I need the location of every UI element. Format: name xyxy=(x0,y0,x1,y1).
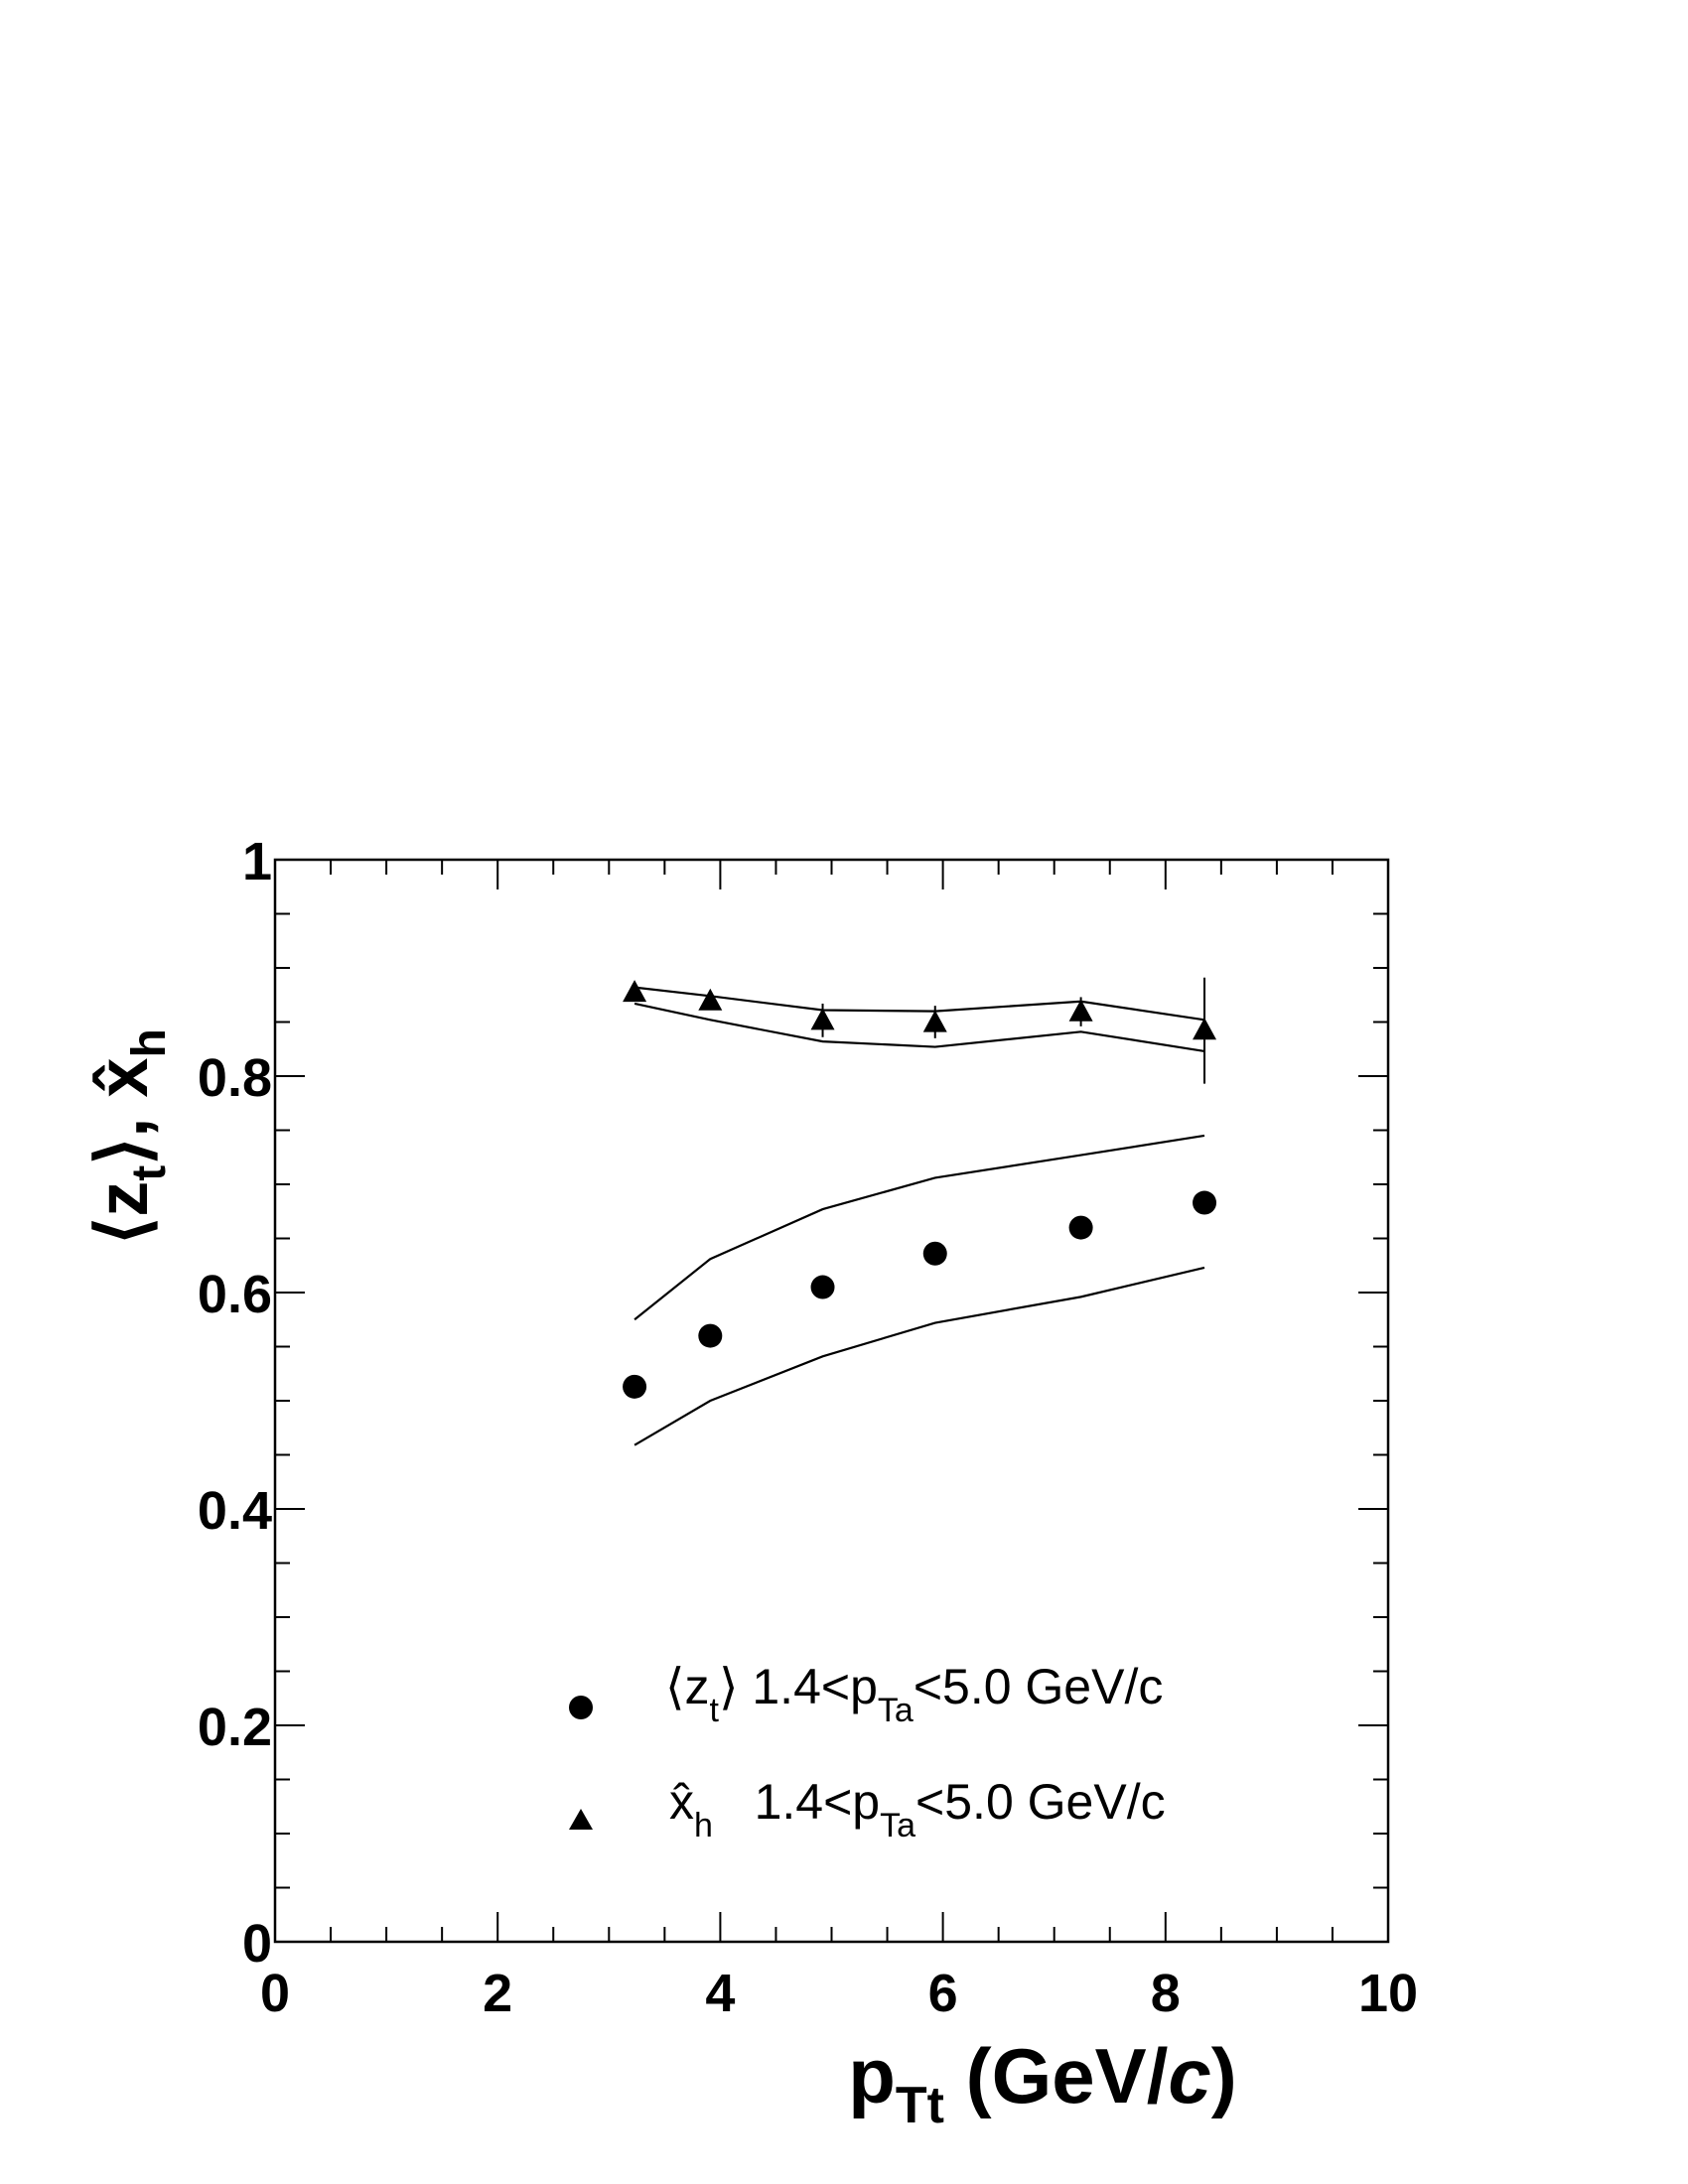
x-tick-label: 4 xyxy=(705,1964,735,2023)
data-point-triangle xyxy=(922,1010,947,1032)
data-point-circle xyxy=(1068,1215,1093,1240)
y-tick-label: 0.4 xyxy=(198,1481,272,1541)
data-point-triangle xyxy=(698,988,723,1011)
series-band-line xyxy=(633,1266,1205,1446)
x-tick-labels: 0 2 4 6 8 10 xyxy=(260,1964,1418,2023)
data-point-circle xyxy=(1193,1190,1217,1215)
y-tick-label: 0.8 xyxy=(198,1048,272,1108)
series-band-line xyxy=(633,1002,1205,1053)
legend-marker-circle xyxy=(569,1696,593,1719)
data-point-triangle xyxy=(1068,999,1093,1022)
data-point-triangle xyxy=(810,1008,835,1030)
y-axis-title: ⟨zt⟩, x̂h xyxy=(83,1028,176,1245)
series-band-line xyxy=(633,1134,1205,1321)
data-point-triangle xyxy=(1193,1018,1217,1040)
legend-label-xh: x̂h 1.4<pTa<5.0 GeV/c xyxy=(669,1774,1166,1844)
data-point-circle xyxy=(810,1275,835,1299)
y-tick-labels: 0 0.2 0.4 0.6 0.8 1 xyxy=(198,832,272,1974)
legend: ⟨zt⟩ 1.4<pTa<5.0 GeV/c x̂h 1.4<pTa<5.0 G… xyxy=(569,1659,1166,1844)
x-tick-label: 10 xyxy=(1358,1964,1418,2023)
data-point-triangle xyxy=(623,980,647,1003)
y-tick-label: 0.2 xyxy=(198,1698,272,1757)
data-point-circle xyxy=(922,1241,947,1266)
y-tick-label: 0.6 xyxy=(198,1265,272,1324)
data-point-circle xyxy=(623,1374,647,1399)
error-bands xyxy=(633,986,1205,1446)
x-axis-title: pTt (GeV/c) xyxy=(848,2032,1237,2134)
data-point-circle xyxy=(698,1323,723,1348)
legend-label-zt: ⟨zt⟩ 1.4<pTa<5.0 GeV/c xyxy=(665,1659,1163,1729)
x-tick-label: 2 xyxy=(483,1964,512,2023)
y-tick-label: 1 xyxy=(242,832,272,891)
data-points xyxy=(623,980,1217,1399)
series-band-line xyxy=(633,986,1205,1022)
error-bars xyxy=(633,977,1206,1084)
plot-frame xyxy=(273,858,1390,1944)
legend-marker-triangle xyxy=(569,1809,593,1830)
x-tick-label: 8 xyxy=(1151,1964,1181,2023)
x-tick-label: 6 xyxy=(928,1964,958,2023)
y-tick-label: 0 xyxy=(242,1914,272,1974)
x-tick-label: 0 xyxy=(260,1964,290,2023)
